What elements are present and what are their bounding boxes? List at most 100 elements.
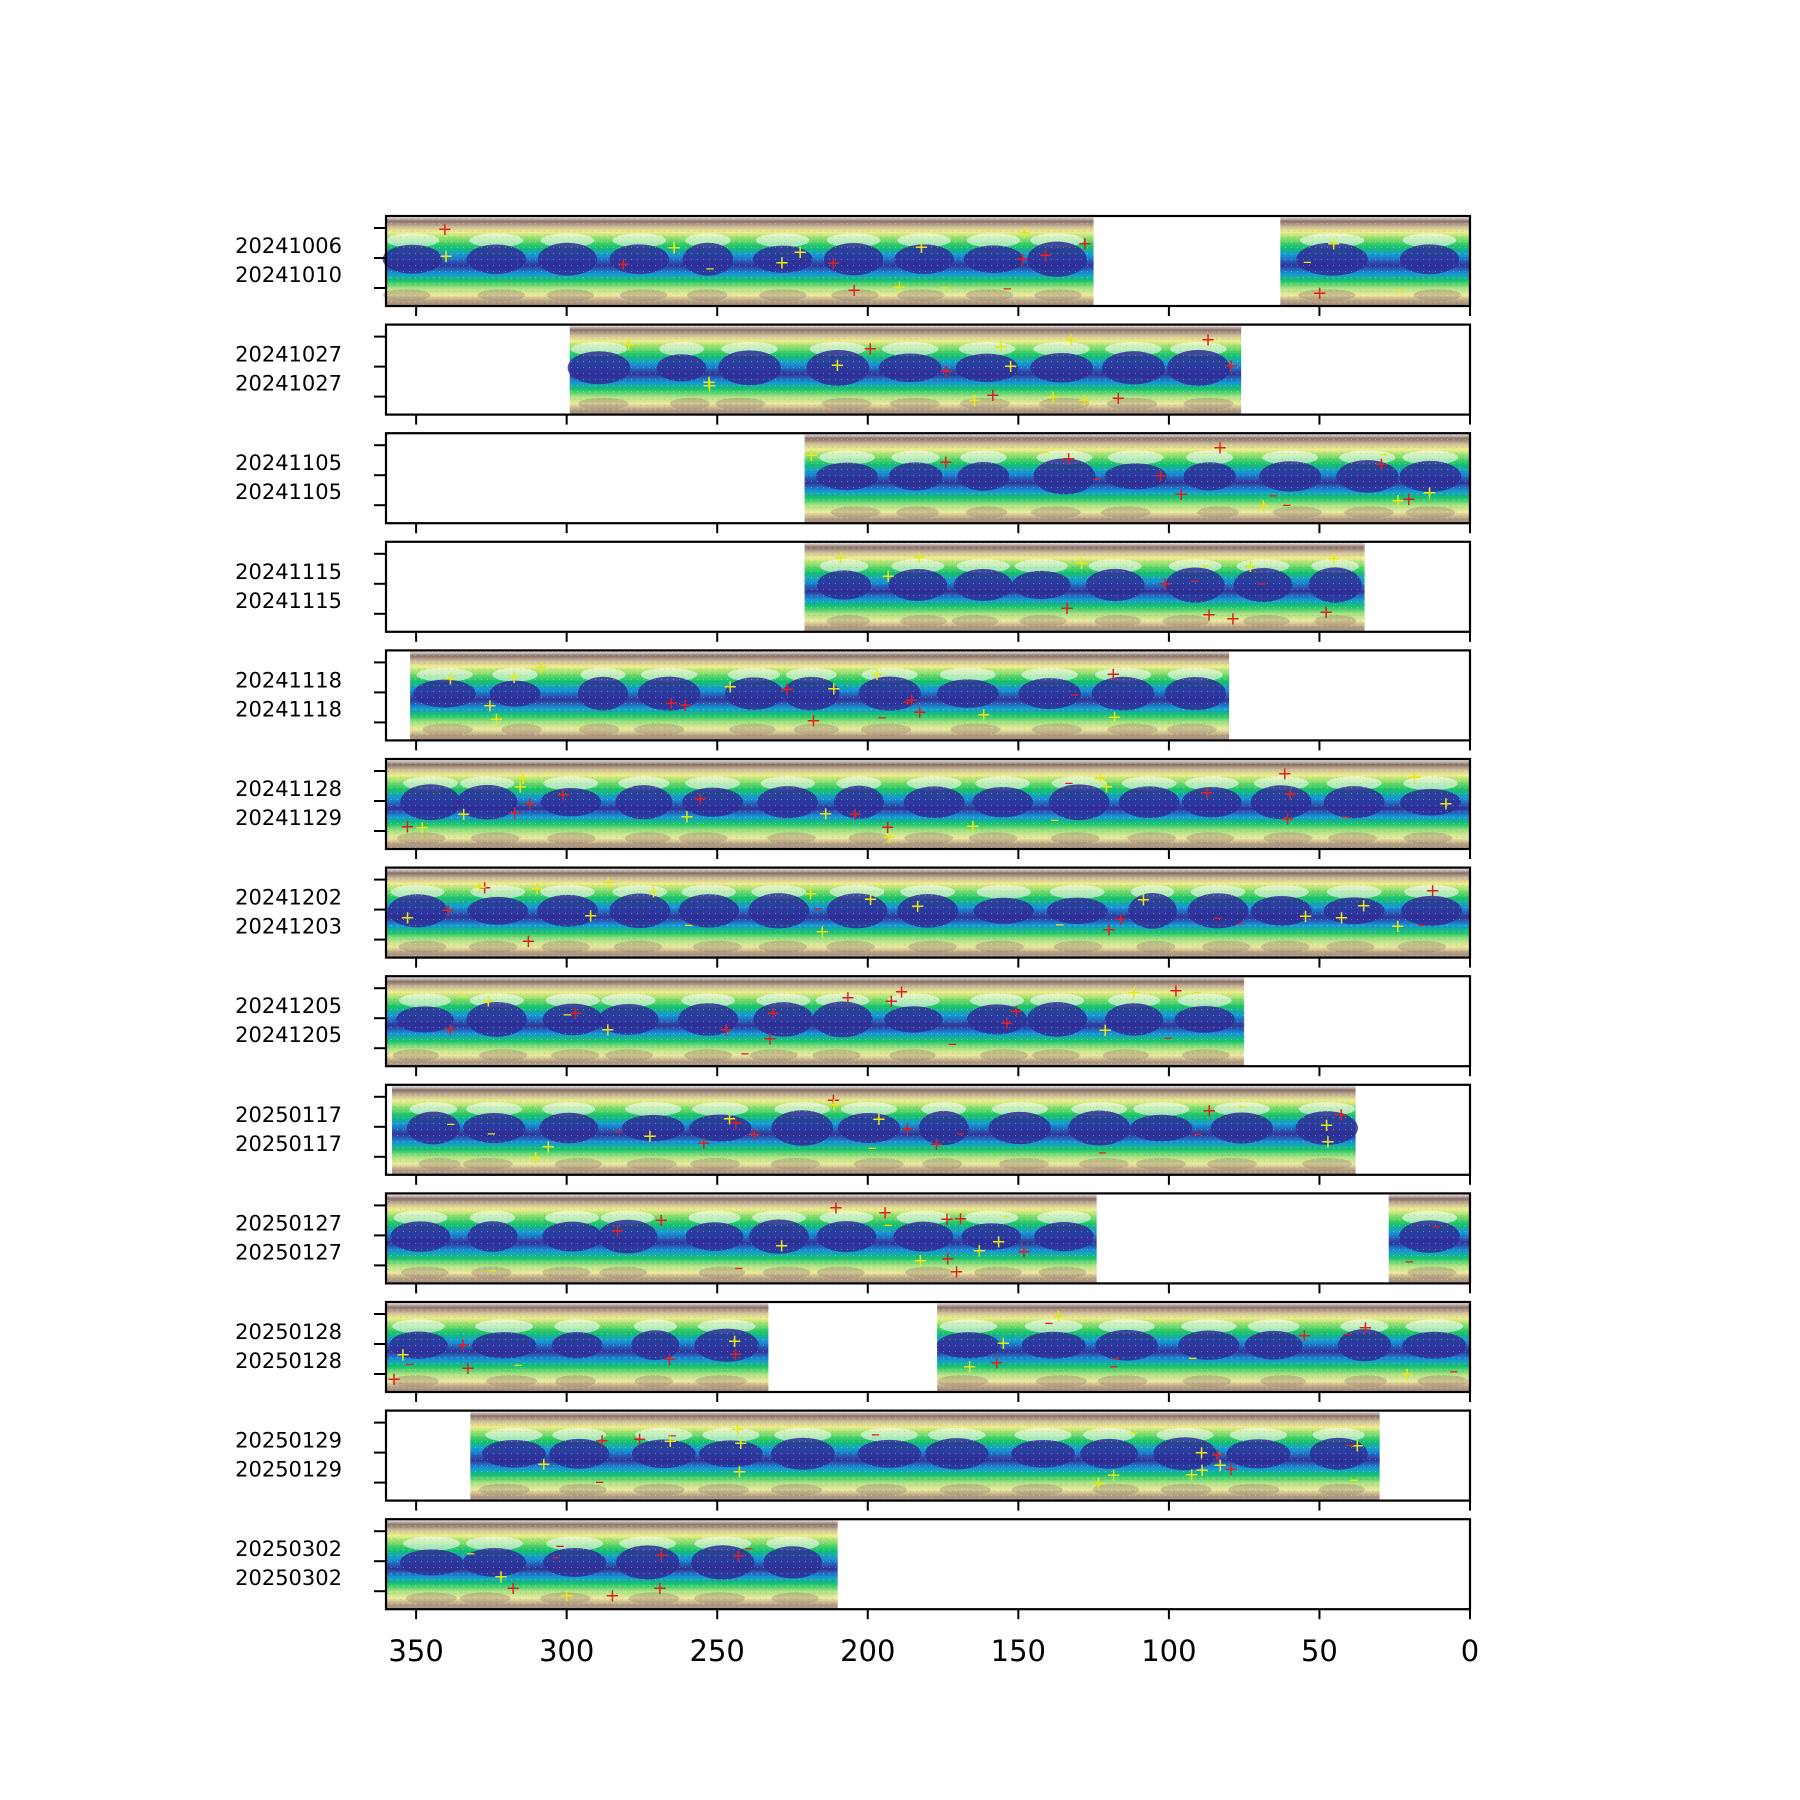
marker: +: [1425, 881, 1440, 902]
marker: –: [1070, 684, 1079, 705]
marker: +: [1374, 454, 1389, 475]
marker: +: [938, 361, 953, 382]
heatmap-segment: –+– ++++++–++++: [804, 541, 1365, 632]
marker: +: [1319, 602, 1334, 623]
marker: +: [386, 1369, 401, 1390]
marker: +: [815, 921, 830, 942]
marker: +: [863, 889, 878, 910]
marker: –: [1269, 485, 1278, 506]
marker: –: [1040, 441, 1049, 462]
marker: +: [616, 254, 631, 275]
marker: +: [985, 385, 1000, 406]
marker: –: [878, 707, 887, 728]
heatmap-segment: ++++ ++ ++++––+ ++––: [386, 1193, 1097, 1284]
marker: +: [912, 702, 927, 723]
marker: +: [1350, 1436, 1365, 1457]
marker: +: [472, 877, 487, 898]
row-label-bottom: 20241203: [235, 915, 342, 939]
marker: +: [1312, 283, 1327, 304]
x-tick-label: 200: [840, 1634, 895, 1668]
marker: –: [1200, 555, 1209, 576]
marker: +: [847, 280, 862, 301]
panel-frame: [384, 432, 1472, 525]
marker: +: [762, 1028, 777, 1049]
marker: –: [1064, 772, 1073, 793]
marker: +: [967, 390, 982, 411]
marker: +: [826, 1094, 841, 1115]
marker: –: [1282, 495, 1291, 516]
marker: +: [1106, 1465, 1121, 1486]
panel-frame: [384, 1083, 1472, 1176]
row-label-top: 20241205: [235, 994, 342, 1018]
panel-frame: [384, 1300, 1472, 1394]
marker: +: [929, 1134, 944, 1155]
marker: +: [652, 1578, 667, 1599]
marker: +: [1277, 763, 1292, 784]
marker: +: [938, 452, 953, 473]
marker: –: [459, 986, 468, 1007]
marker: +: [1334, 1104, 1349, 1125]
row-label-bottom: 20241115: [235, 589, 342, 613]
heatmap-segment: ––: [1388, 1193, 1470, 1284]
heatmap-segment: –+ – ++––– +–+++: [936, 1302, 1470, 1392]
marker: +: [826, 253, 841, 274]
marker: –: [466, 1543, 475, 1564]
marker: –: [1236, 913, 1245, 934]
marker: +: [533, 657, 548, 678]
marker: –: [1395, 280, 1404, 301]
marker: +: [972, 1240, 987, 1261]
marker: –: [1193, 982, 1202, 1003]
marker: +: [477, 878, 492, 899]
row-label-top: 20250129: [235, 1429, 342, 1453]
row-label-top: 20250127: [235, 1211, 342, 1235]
marker: +: [884, 991, 899, 1012]
x-tick-label: 0: [1461, 1634, 1479, 1668]
marker: –: [1098, 1142, 1107, 1163]
marker: +: [1212, 437, 1227, 458]
x-tick-label: 150: [991, 1634, 1046, 1668]
marker: +: [594, 1430, 609, 1451]
marker: +: [1195, 1460, 1210, 1481]
marker: –: [614, 1121, 623, 1142]
marker: +: [654, 1545, 669, 1566]
marker: +: [1099, 777, 1114, 798]
marker: +: [1390, 916, 1405, 937]
marker: +: [530, 878, 545, 899]
marker: +: [1051, 1306, 1066, 1327]
row-label-bottom: 20250127: [235, 1240, 342, 1264]
marker: +: [804, 445, 819, 466]
marker: +: [1320, 1132, 1335, 1153]
marker: +: [663, 1431, 678, 1452]
row-label-bottom: 20241105: [235, 480, 342, 504]
marker: +: [962, 1357, 977, 1378]
marker: +: [1194, 1442, 1209, 1463]
marker: –: [734, 1257, 743, 1278]
marker: +: [443, 1019, 458, 1040]
marker: +: [806, 711, 821, 732]
marker: +: [976, 704, 991, 725]
marker: –: [851, 803, 860, 824]
marker: –: [488, 1260, 497, 1281]
marker: +: [601, 873, 616, 894]
marker: +: [1015, 249, 1030, 270]
x-tick-label: 300: [539, 1634, 594, 1668]
marker: –: [446, 1114, 455, 1135]
marker: –: [595, 1471, 604, 1492]
marker: +: [437, 219, 452, 240]
marker: –: [1343, 1323, 1352, 1344]
row-label-top: 20250128: [235, 1320, 342, 1344]
marker: +: [415, 817, 430, 838]
panel-frame: [384, 975, 1472, 1068]
row-label-bottom: 20241027: [235, 372, 342, 396]
marker: +: [1213, 1455, 1228, 1476]
panel-frame: [384, 649, 1472, 742]
marker: –: [556, 1535, 565, 1556]
marker: +: [559, 1585, 574, 1606]
marker: +: [1202, 1100, 1217, 1121]
marker: +: [1326, 549, 1341, 570]
marker: –: [1213, 908, 1222, 929]
